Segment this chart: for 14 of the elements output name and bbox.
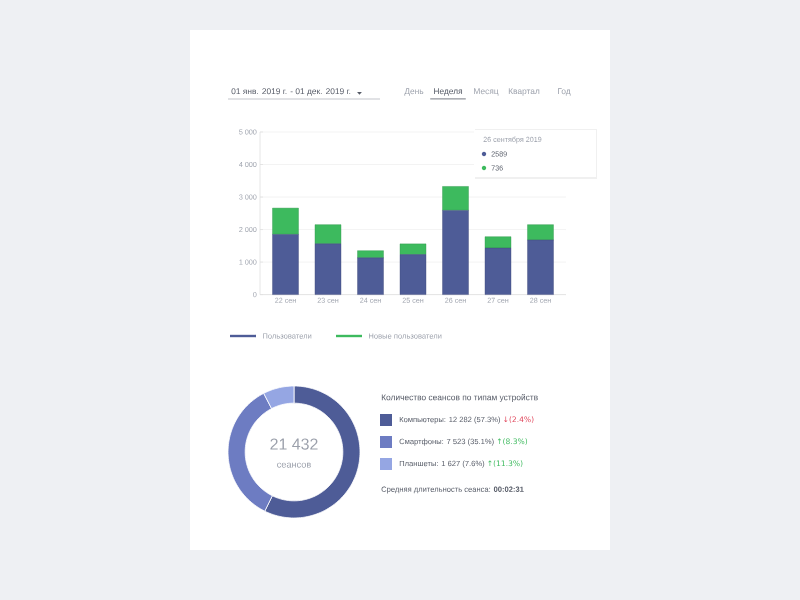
bar: [442, 210, 469, 295]
bar: [527, 224, 554, 241]
bar: [442, 186, 469, 211]
bar: [484, 247, 512, 295]
bar: [314, 243, 342, 295]
bar: [272, 207, 299, 235]
bar: [314, 224, 342, 245]
bar: [527, 239, 554, 295]
bar: [399, 243, 427, 255]
bar: [357, 250, 384, 259]
bar: [399, 254, 427, 295]
bar: [484, 236, 512, 249]
bar: [357, 257, 384, 295]
bar: [272, 234, 299, 295]
